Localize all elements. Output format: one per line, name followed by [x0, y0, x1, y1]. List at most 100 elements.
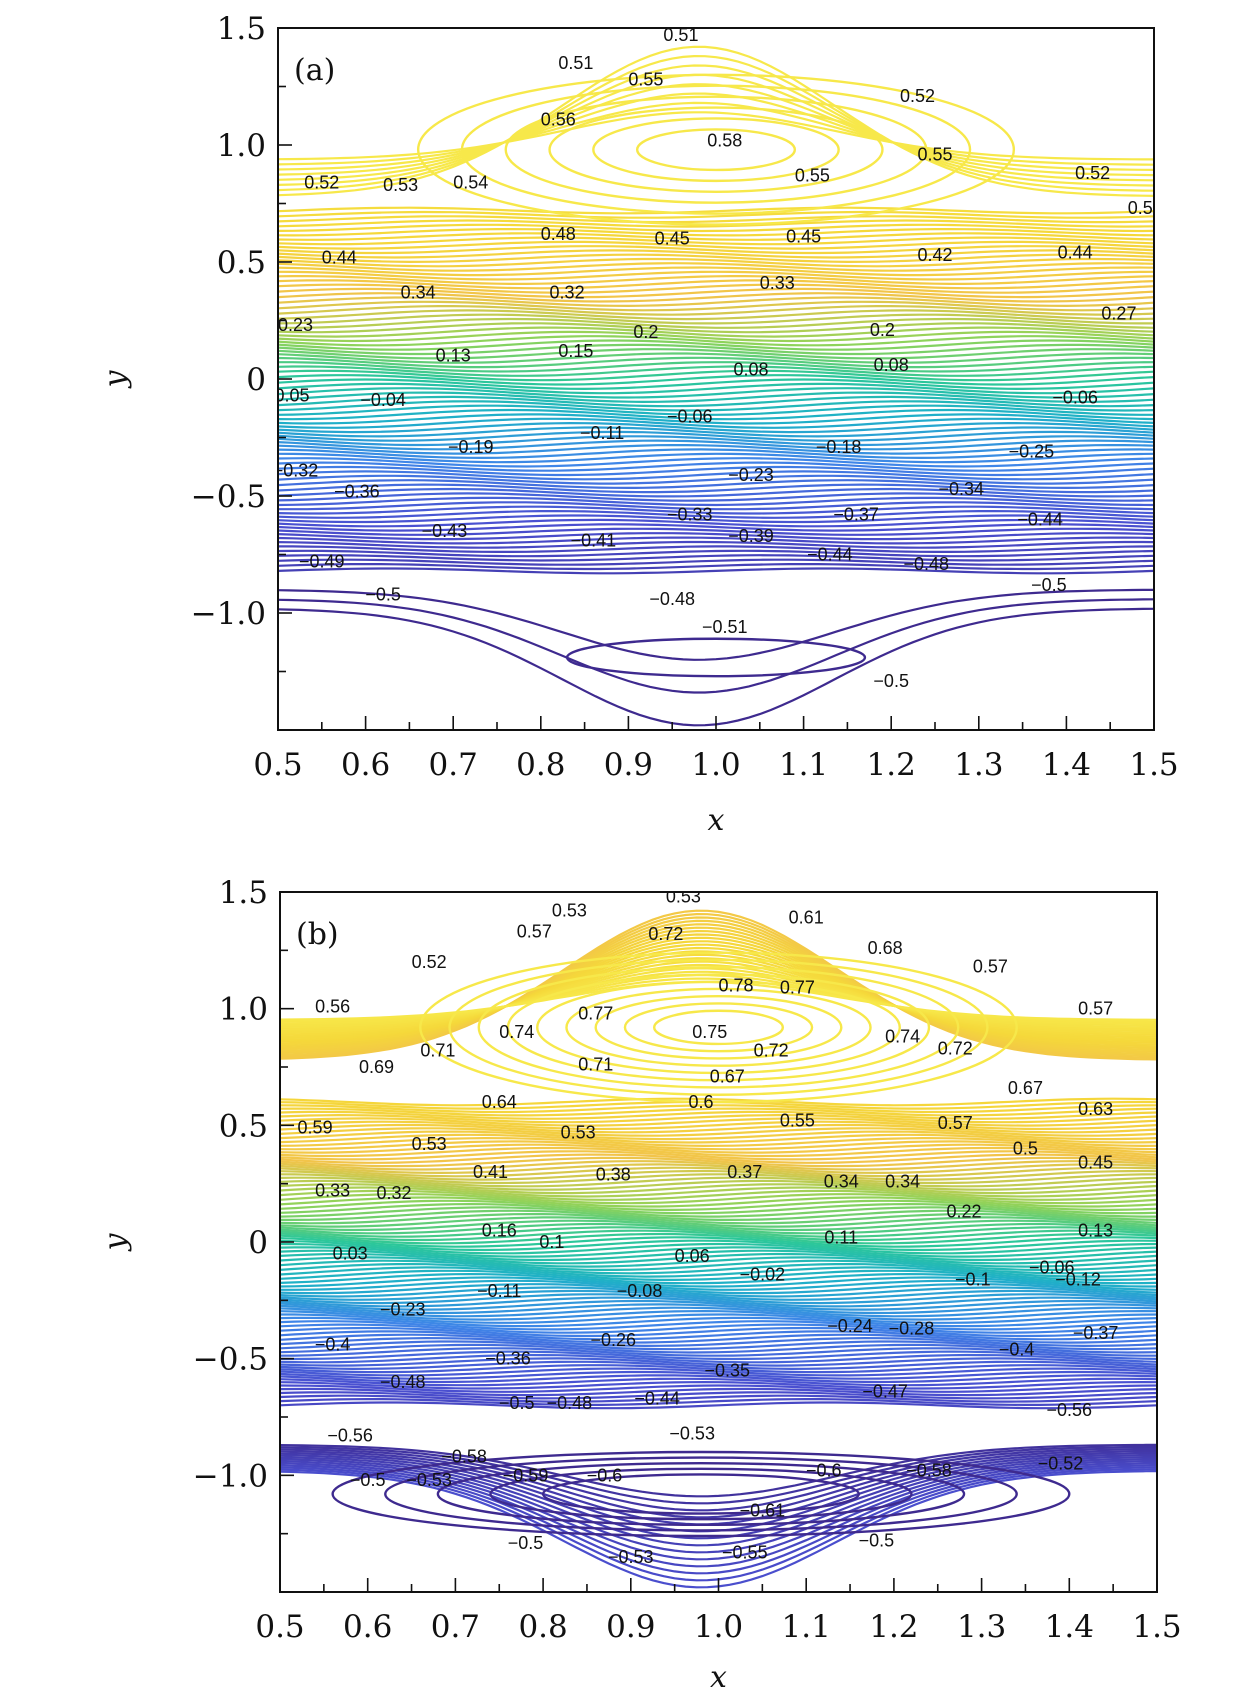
x-tick-label: 1.2 — [869, 1609, 918, 1645]
contour-line — [623, 1002, 814, 1053]
x-axis-title: x — [708, 803, 725, 838]
contour-line — [280, 1130, 1157, 1141]
contour-label: −0.35 — [704, 1360, 750, 1380]
contour-line — [506, 973, 931, 1082]
x-tick-label: 1.1 — [779, 747, 828, 783]
contour-label: 0.74 — [499, 1022, 534, 1042]
x-tick-label: 0.5 — [255, 1609, 304, 1645]
contour-label: −0.4 — [315, 1335, 351, 1355]
contour-label: 0.33 — [760, 273, 795, 293]
contour-line — [278, 215, 1154, 224]
contour-line — [280, 1466, 1157, 1575]
contour-line — [278, 444, 1154, 455]
contour-label: 0.33 — [315, 1181, 350, 1201]
contour-line — [419, 951, 1018, 1104]
contour-label: 0.34 — [824, 1171, 859, 1191]
contour-label: 0.53 — [666, 887, 701, 907]
contour-label: −0.5 — [350, 1470, 386, 1490]
contour-label: −0.37 — [833, 505, 879, 525]
x-tick-label: 1.4 — [1045, 1609, 1094, 1645]
contour-label: 0.52 — [412, 952, 447, 972]
contour-line — [278, 339, 1154, 351]
contour-label: 0.57 — [973, 957, 1008, 977]
contour-line — [278, 417, 1154, 429]
contour-line — [278, 73, 1154, 182]
contour-line — [565, 987, 872, 1067]
contour-label: −0.5 — [365, 584, 401, 604]
contour-line — [280, 1110, 1157, 1120]
contour-line — [536, 980, 901, 1075]
contour-line — [278, 400, 1154, 412]
contour-line — [489, 1467, 913, 1521]
contour-line — [280, 1107, 1157, 1117]
contour-line — [280, 946, 1157, 1040]
y-tick-label: 1.0 — [219, 992, 268, 1028]
contour-label: 0.57 — [1078, 999, 1113, 1019]
y-tick-label: 1.0 — [217, 128, 266, 164]
contour-label: 0.45 — [1078, 1153, 1113, 1173]
contour-line — [278, 527, 1154, 536]
contour-label: −0.06 — [1052, 388, 1098, 408]
contour-line — [280, 1127, 1157, 1137]
contour-label: 0.52 — [1075, 163, 1110, 183]
contour-line — [280, 970, 1157, 1027]
y-tick-label: 1.5 — [217, 11, 266, 47]
contour-label: 0.08 — [734, 360, 769, 380]
contour-line — [278, 479, 1154, 490]
contour-line — [280, 1219, 1157, 1232]
contour-line — [280, 1299, 1157, 1311]
panel-a: 0.51 0.51 0.55 0.52 0.56 0.58 0.55 0.52 0.53 0.54… — [98, 11, 1179, 838]
contour-label: 0.44 — [1058, 243, 1093, 263]
contour-line — [280, 919, 1157, 1055]
contour-line — [278, 101, 1154, 166]
contour-line — [278, 487, 1154, 498]
contour-line — [384, 1456, 1018, 1532]
contour-label: −0.36 — [334, 481, 380, 501]
contour-line — [278, 300, 1154, 312]
contour-line — [280, 1296, 1157, 1308]
contour-line — [280, 960, 1157, 1033]
contour-line — [278, 249, 1154, 259]
contour-label: 0.57 — [517, 922, 552, 942]
y-tick-label: −0.5 — [191, 479, 266, 515]
contour-line — [278, 206, 1154, 215]
contour-line — [280, 1316, 1157, 1328]
contour-label: 0.38 — [596, 1164, 631, 1184]
contour-label: 0.55 — [917, 144, 952, 164]
contour-line — [278, 563, 1154, 571]
contour-label: 0.11 — [824, 1227, 858, 1247]
contour-label: −0.41 — [571, 530, 617, 550]
contour-line — [280, 1330, 1157, 1341]
panel-label: (a) — [294, 53, 335, 88]
contour-label: −0.11 — [580, 423, 624, 443]
contour-line — [280, 1263, 1157, 1275]
contour-line — [278, 426, 1154, 438]
contour-label: −0.51 — [702, 617, 748, 637]
contour-label: −0.12 — [1055, 1269, 1101, 1289]
contour-line — [278, 461, 1154, 472]
contour-line — [280, 1186, 1157, 1198]
y-tick-label: 0 — [248, 1225, 268, 1261]
contour-line — [280, 1445, 1157, 1505]
contour-label: 0.64 — [482, 1092, 517, 1112]
contour-label: −0.43 — [422, 521, 468, 541]
contour-line — [280, 1229, 1157, 1242]
contour-label: −0.53 — [406, 1470, 452, 1490]
contour-line — [280, 1283, 1157, 1295]
x-tick-label: 0.9 — [606, 1609, 655, 1645]
contour-line — [278, 257, 1154, 268]
contour-label: 0.69 — [359, 1057, 394, 1077]
contour-line — [278, 387, 1154, 399]
contour-line — [280, 1391, 1157, 1400]
contour-line — [278, 287, 1154, 299]
contour-label: 0.53 — [412, 1134, 447, 1154]
contour-line — [548, 106, 884, 193]
contour-label: −0.28 — [889, 1318, 935, 1338]
contour-line — [652, 1009, 785, 1046]
contour-label: 0.23 — [278, 315, 313, 335]
contour-line — [280, 1272, 1157, 1285]
contour-line — [504, 95, 928, 204]
contour-label: −0.06 — [1029, 1258, 1075, 1278]
contour-line — [280, 1340, 1157, 1351]
